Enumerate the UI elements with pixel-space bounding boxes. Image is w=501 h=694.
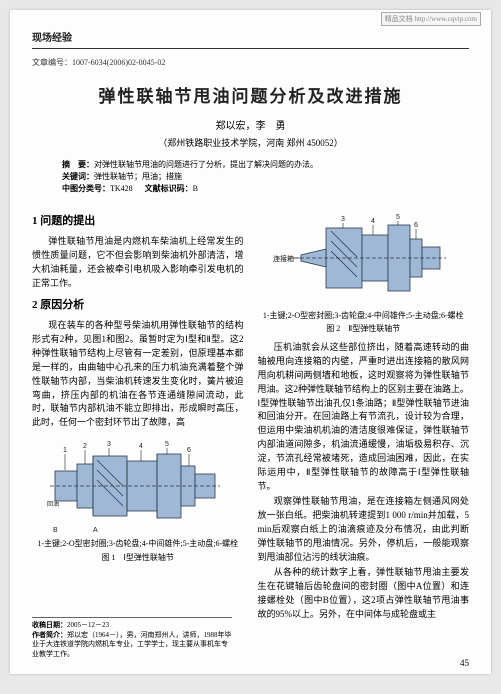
right-column: 3 4 5 6 连接箱 1-主键;2-O型密封圈;3-齿轮盘;4-中间雄件;5-… [258, 207, 470, 623]
keywords-line: 关键词：弹性联轴节；甩油；措施 [62, 171, 439, 183]
clc-text: TK428 [110, 184, 133, 193]
svg-text:6: 6 [414, 222, 418, 229]
figure-2-svg: 3 4 5 6 连接箱 [271, 213, 456, 308]
abstract-line: 摘 要：对弹性联轴节甩油的问题进行了分析，提出了解决问题的办法。 [62, 159, 439, 171]
receive-date: 2005－12－23 [67, 621, 109, 629]
para: 观察弹性联轴节甩油，是在连接箱左侧通风网处放一张白纸。把柴油机转速提到1 000… [258, 495, 470, 565]
figure-1-caption: 图 1 Ⅰ型弹性联轴节 [32, 553, 244, 563]
page: 精品文档 http://www.cqvip.com 现场经验 文章编号：1007… [10, 10, 491, 674]
clc-label: 中图分类号： [62, 184, 110, 193]
figure-1: 1 2 3 4 5 6 B A 回油 1-主键;2-O型密封圈;3-齿轮盘;4-… [32, 436, 244, 563]
abstract-block: 摘 要：对弹性联轴节甩油的问题进行了分析，提出了解决问题的办法。 关键词：弹性联… [62, 159, 439, 195]
svg-text:1: 1 [63, 447, 67, 454]
figure-1-labels: 1-主键;2-O型密封圈;3-齿轮盘;4-中间雄件;5-主动盘;6-螺栓 [32, 539, 244, 549]
para: 压机油就会从这些部位挤出，随着高速转动的曲轴被甩向连接箱的内壁，严重时进出连接箱… [258, 341, 470, 494]
abstract-text: 对弹性联轴节甩油的问题进行了分析，提出了解决问题的办法。 [94, 160, 318, 169]
svg-text:回油: 回油 [47, 500, 59, 508]
keywords-text: 弹性联轴节；甩油；措施 [94, 172, 182, 181]
authors: 郑以宏，李 勇 [32, 117, 469, 132]
clc-line: 中图分类号：TK428 文献标识码：B [62, 183, 439, 195]
two-column-body: 1 问题的提出 弹性联轴节甩油是内燃机车柴油机上经常发生的惯性质量问题，它不但会… [32, 207, 469, 623]
svg-text:4: 4 [139, 443, 143, 450]
para: 弹性联轴节甩油是内燃机车柴油机上经常发生的惯性质量问题，它不但会影响到柴油机外部… [32, 235, 244, 291]
svg-text:4: 4 [371, 218, 375, 225]
abstract-label: 摘 要： [62, 160, 94, 169]
svg-text:3: 3 [341, 216, 345, 223]
receive-date-line: 收稿日期：2005－12－23 [32, 621, 232, 631]
heading-2: 2 原因分析 [32, 297, 244, 314]
svg-text:5: 5 [165, 441, 169, 448]
figure-1-svg: 1 2 3 4 5 6 B A 回油 [45, 436, 230, 536]
svg-text:2: 2 [83, 443, 87, 450]
svg-text:A: A [93, 527, 98, 534]
svg-text:3: 3 [107, 441, 111, 448]
para: 从各种的统计数字上看，弹性联轴节甩油主要发生在花键轴后齿轮盘间的密封圈（图中A位… [258, 566, 470, 622]
footnote: 收稿日期：2005－12－23 作者简介：郑以宏（1964－），男，河南郑州人，… [32, 617, 232, 660]
svg-text:B: B [53, 527, 58, 534]
receive-date-label: 收稿日期： [32, 621, 67, 629]
doc-code-text: B [193, 184, 198, 193]
heading-1: 1 问题的提出 [32, 213, 244, 230]
paper-title: 弹性联轴节甩油问题分析及改进措施 [32, 82, 469, 107]
figure-2-labels: 1-主键;2-O型密封圈;3-齿轮盘;4-中间雄件;5-主动盘;6-螺栓 [258, 311, 470, 321]
section-label: 现场经验 [32, 33, 72, 44]
watermark: 精品文档 http://www.cqvip.com [381, 12, 481, 26]
figure-2: 3 4 5 6 连接箱 1-主键;2-O型密封圈;3-齿轮盘;4-中间雄件;5-… [258, 213, 470, 335]
page-number: 45 [460, 658, 469, 668]
fig2-pointer-label: 连接箱 [273, 254, 294, 263]
keywords-label: 关键词： [62, 172, 94, 181]
left-column: 1 问题的提出 弹性联轴节甩油是内燃机车柴油机上经常发生的惯性质量问题，它不但会… [32, 207, 244, 623]
svg-text:6: 6 [187, 447, 191, 454]
figure-2-caption: 图 2 Ⅱ型弹性联轴节 [258, 324, 470, 334]
affiliation: （郑州铁路职业技术学院，河南 郑州 450052） [32, 136, 469, 149]
article-id: 文章编号：1007-6034(2006)02-0045-02 [32, 57, 469, 68]
author-bio-label: 作者简介： [32, 631, 67, 639]
para: 现在装车的各种型号柴油机用弹性联轴节的结构形式有2种，见图1和图2。虽暂时定为Ⅰ… [32, 319, 244, 431]
doc-code-label: 文献标识码： [145, 184, 193, 193]
svg-text:5: 5 [396, 214, 400, 221]
header-bar: 现场经验 [32, 28, 469, 49]
author-bio-line: 作者简介：郑以宏（1964－），男，河南郑州人，讲师，1988年毕业于大连铁道学… [32, 631, 232, 660]
